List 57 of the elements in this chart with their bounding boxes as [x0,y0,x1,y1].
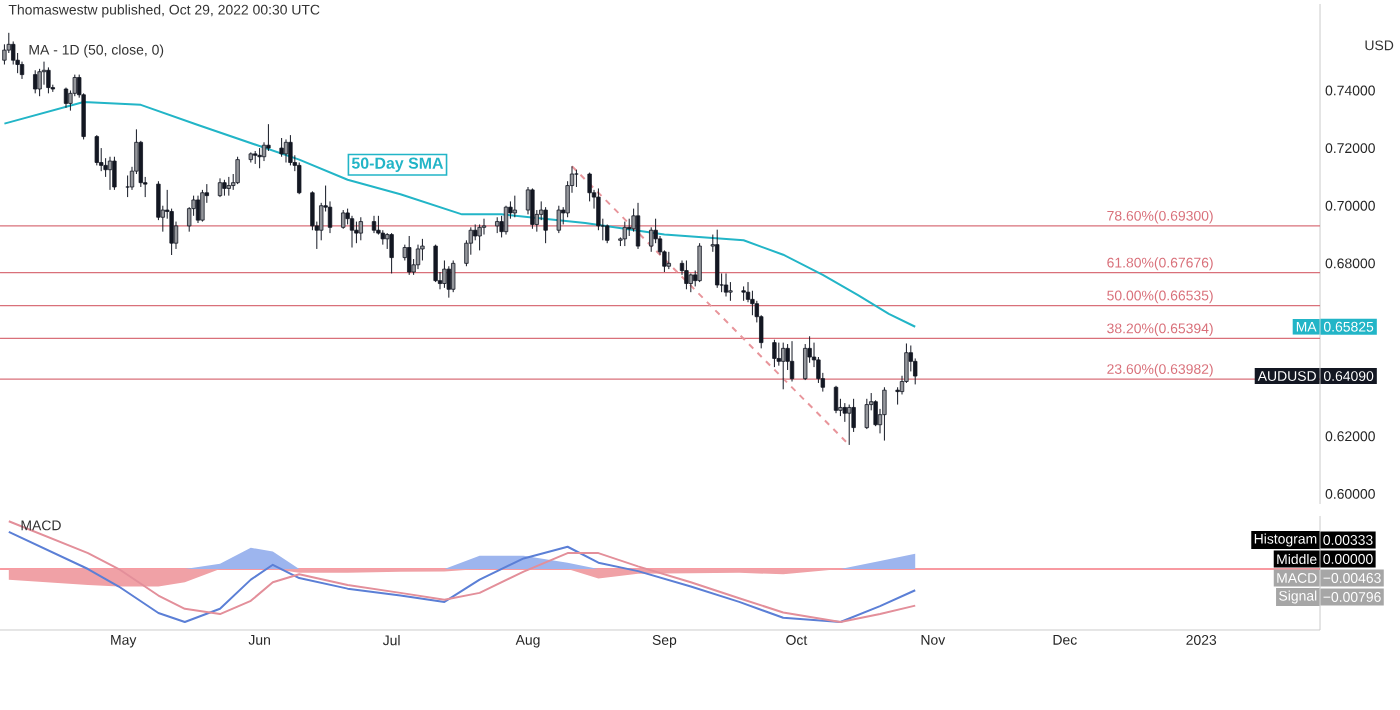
candlestick [512,195,517,218]
candlestick [477,223,482,251]
candlestick [543,206,548,244]
candlestick [776,342,781,367]
candlestick [605,223,610,244]
candlestick [684,259,689,290]
candlestick [715,229,720,289]
candlestick [842,402,847,423]
candlestick [864,398,869,430]
candlestick [420,238,425,261]
line-series [3,100,917,328]
candlestick [288,134,293,166]
candlestick [728,281,733,302]
candlestick [94,134,99,166]
candlestick [503,205,509,236]
candlestick [781,342,786,390]
candlestick [341,209,346,230]
candlestick [622,221,627,247]
candlestick [750,290,755,316]
candlestick [772,339,777,368]
candlestick [11,40,16,66]
candlestick [407,235,412,276]
candlestick [635,202,641,250]
candlestick [195,195,201,224]
candlestick [226,176,231,197]
candlestick [833,385,839,414]
candlestick [112,156,117,191]
candlestick [873,399,878,427]
candlestick [530,187,535,230]
candlestick [433,244,438,283]
candlestick [789,340,795,383]
candlestick [257,147,262,169]
candlestick [415,244,421,270]
candlestick [723,272,729,297]
candlestick [882,386,887,442]
candlestick [556,205,561,234]
candlestick [358,216,363,241]
candlestick [803,343,808,381]
candlestick [349,215,355,249]
candlestick [107,156,113,191]
candlestick [446,265,451,299]
candlestick [33,69,38,94]
candlestick [200,189,205,223]
candlestick [451,259,456,293]
candlestick [389,232,394,274]
candlestick [587,172,592,202]
candlestick [125,174,130,198]
candlestick [847,404,852,446]
candlestick [297,162,302,195]
candlestick [37,68,42,97]
candlestick [279,137,284,158]
candlestick [235,156,240,185]
candlestick [354,221,359,244]
candlestick [649,226,654,253]
candlestick [46,66,51,94]
candlestick [283,138,289,163]
candlestick [697,242,702,283]
